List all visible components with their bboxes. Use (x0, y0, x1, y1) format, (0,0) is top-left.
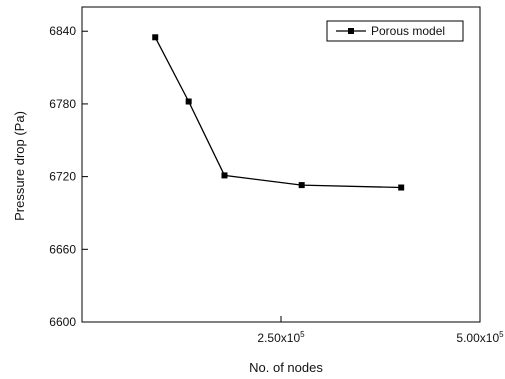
data-point (185, 98, 192, 105)
y-tick-label: 6600 (49, 315, 76, 329)
legend-marker (348, 28, 354, 34)
series-layer (152, 34, 405, 191)
y-axis-title: Pressure drop (Pa) (12, 111, 27, 221)
x-tick-label: 5.00x105 (456, 330, 504, 345)
y-tick-label: 6660 (49, 242, 76, 256)
y-axis-ticks: 6600 6660 6720 6780 6840 (49, 24, 88, 329)
plot-frame (81, 6, 481, 323)
data-point (221, 172, 228, 179)
series-line (154, 36, 402, 189)
data-point (398, 184, 405, 191)
x-axis-title: No. of nodes (249, 360, 323, 375)
x-axis-ticks: 2.50x105 5.00x105 (257, 316, 504, 345)
y-tick-label: 6780 (49, 97, 76, 111)
legend: Porous model (326, 20, 464, 42)
data-point (152, 34, 159, 41)
data-point (298, 182, 305, 189)
x-tick-label: 2.50x105 (257, 330, 305, 345)
legend-label: Porous model (371, 24, 445, 38)
y-tick-label: 6840 (49, 24, 76, 38)
legend-box (326, 20, 464, 42)
y-tick-label: 6720 (49, 170, 76, 184)
